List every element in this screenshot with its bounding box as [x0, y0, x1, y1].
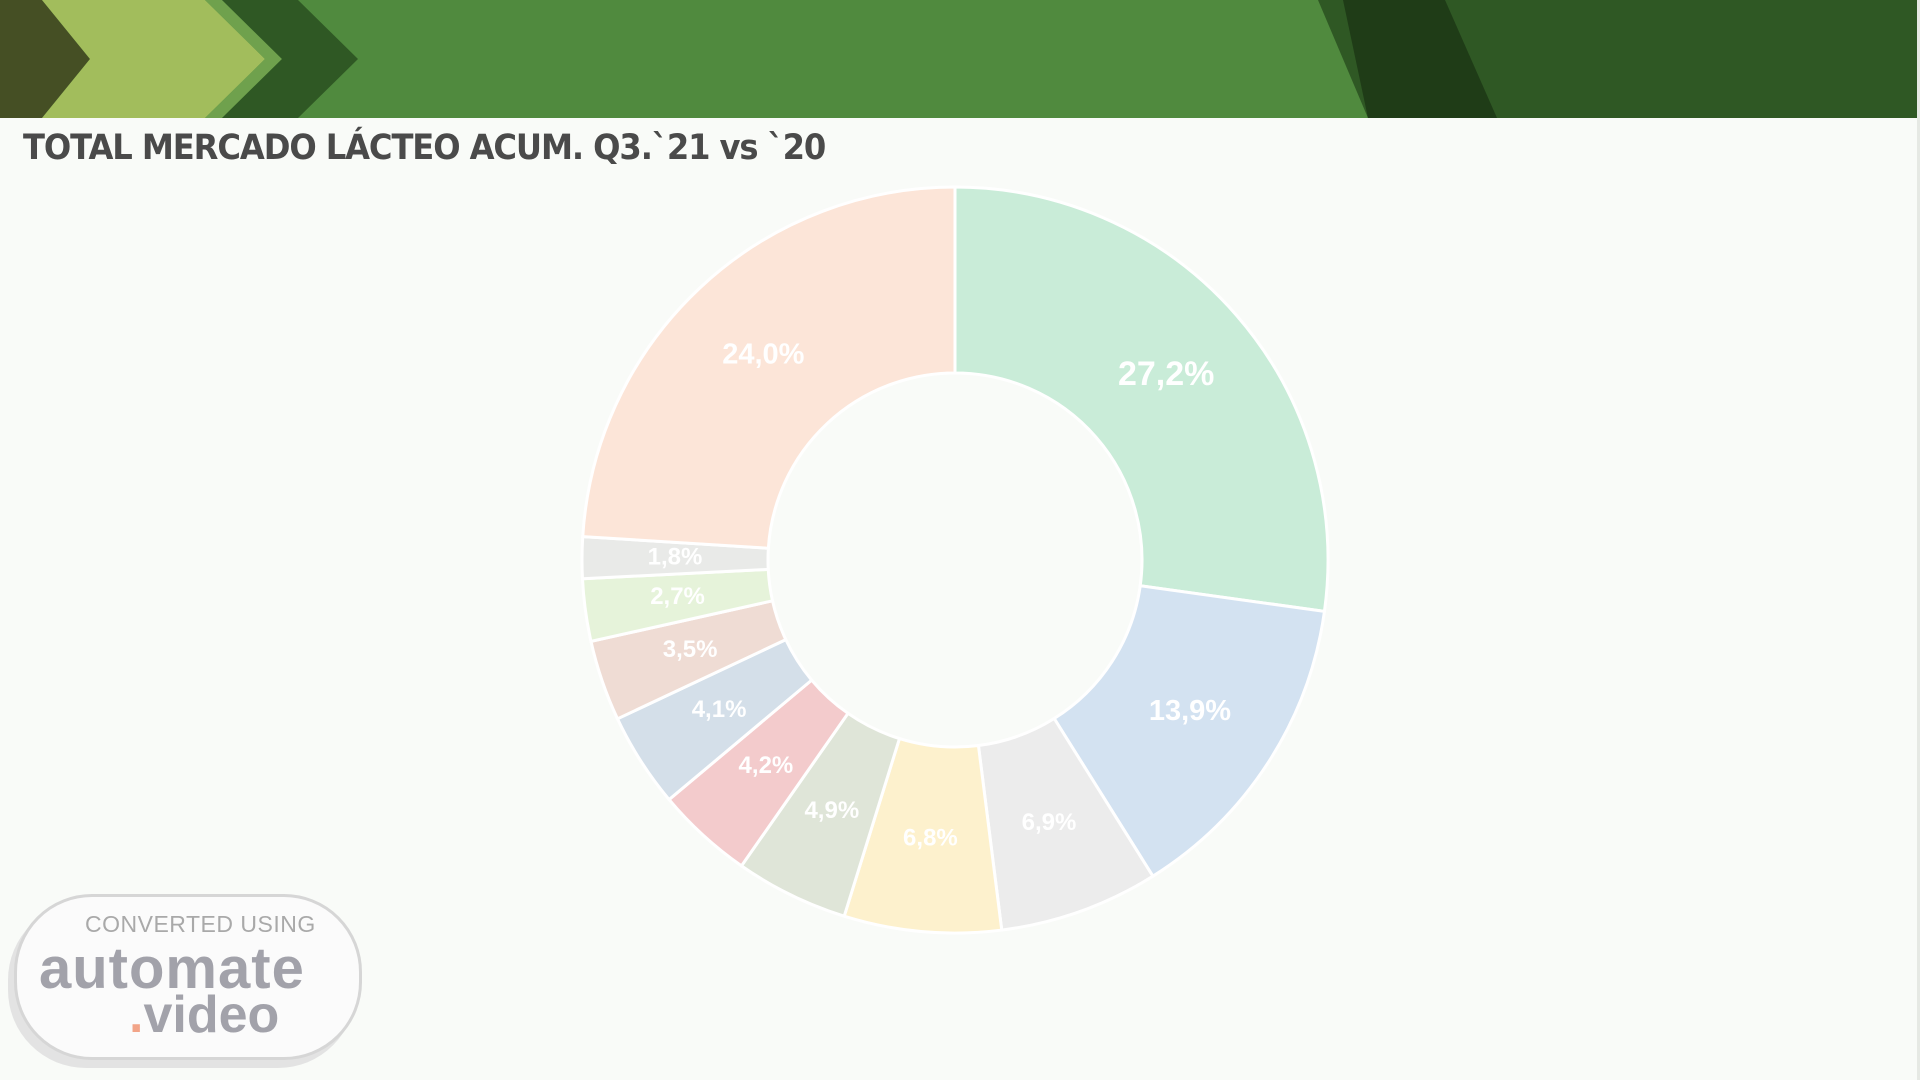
watermark-brand: automate [39, 936, 305, 1001]
slice-data-label: 2,7% [650, 583, 705, 610]
slice-data-label: 3,5% [663, 636, 718, 663]
watermark-caption: CONVERTED USING [85, 911, 316, 937]
slice-data-label: 6,8% [903, 824, 958, 851]
slice-data-label: 24,0% [722, 339, 804, 371]
slice-data-label: 27,2% [1118, 355, 1214, 393]
slice-data-label: 1,8% [648, 544, 703, 571]
header-banner [0, 0, 1920, 118]
watermark-badge: CONVERTED USING automate .video [14, 894, 362, 1060]
slice-data-label: 6,9% [1022, 809, 1077, 836]
slice-data-label: 4,2% [739, 752, 794, 779]
slice-data-label: 13,9% [1149, 695, 1231, 727]
donut-slice [953, 185, 1330, 614]
slice-data-label: 4,9% [804, 797, 859, 824]
slice-data-label: 4,1% [692, 696, 747, 723]
donut-slice [1052, 584, 1327, 879]
watermark-brand-suffix-text: video [143, 986, 280, 1044]
watermark-dot: . [129, 986, 144, 1044]
slide-right-edge [1917, 0, 1920, 1080]
watermark-brand-suffix: .video [129, 985, 279, 1045]
slide-title: TOTAL MERCADO LÁCTEO ACUM. Q3.`21 vs `20 [23, 128, 826, 168]
donut-slice [581, 185, 957, 550]
